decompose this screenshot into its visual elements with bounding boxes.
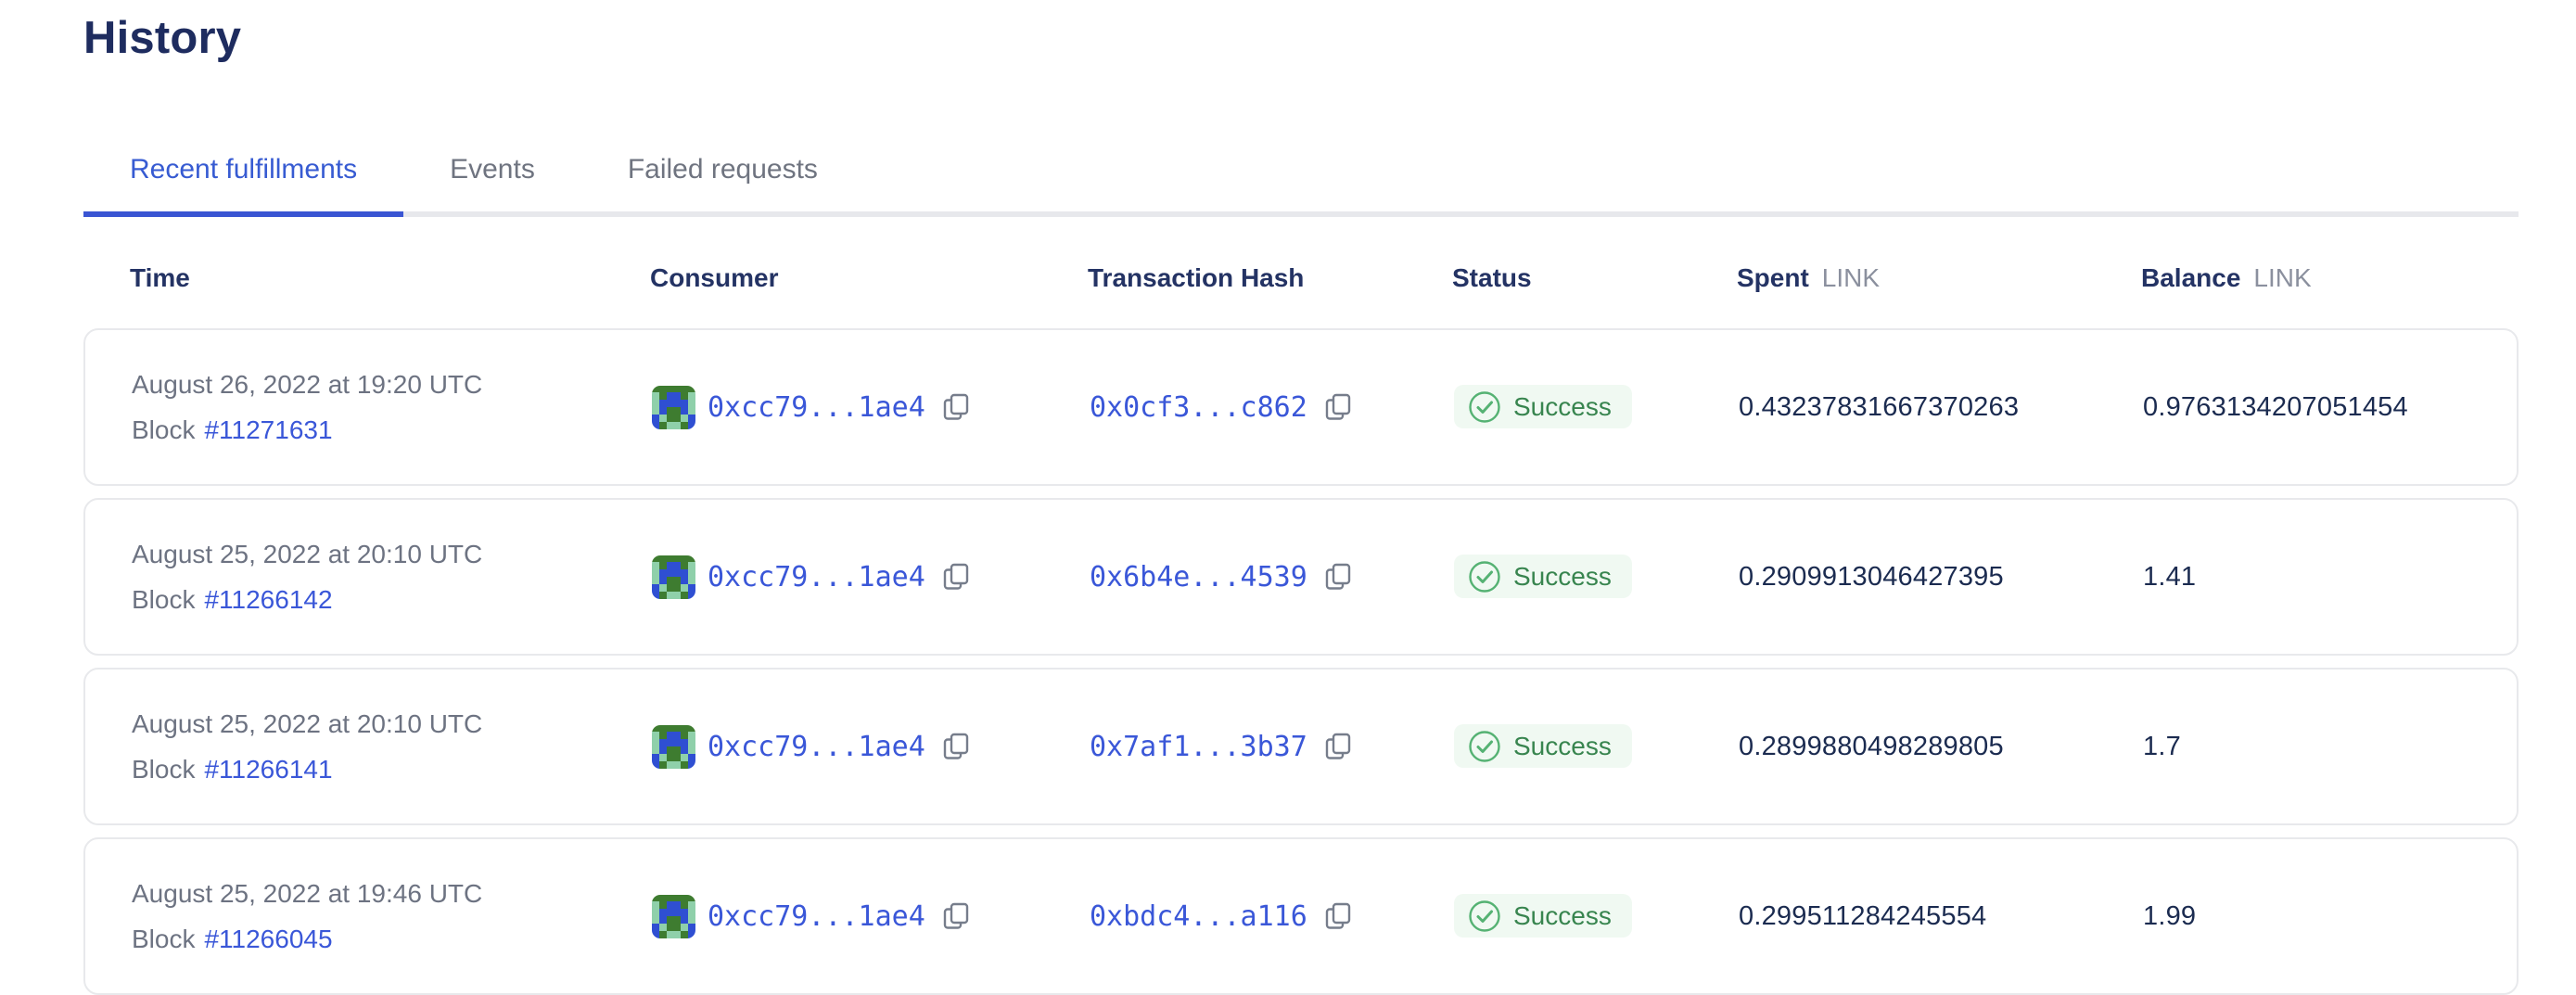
transaction-hash-link[interactable]: 0x7af1...3b37 [1090, 730, 1307, 763]
column-header-status: Status [1452, 263, 1532, 292]
status-badge: Success [1454, 724, 1632, 769]
consumer-cell: 0xcc79...1ae4 [652, 385, 1090, 429]
time-cell: August 25, 2022 at 19:46 UTC Block #11266… [132, 878, 652, 955]
row-date: August 25, 2022 at 20:10 UTC [132, 539, 483, 568]
table-header-row: Time Consumer Transaction Hash Status Sp… [83, 263, 2519, 293]
copy-transaction-hash-button[interactable] [1322, 899, 1356, 933]
block-label: Block [132, 415, 196, 444]
tab-failed-requests[interactable]: Failed requests [581, 152, 864, 217]
copy-consumer-address-button[interactable] [940, 560, 974, 593]
spent-unit-label: LINK [1821, 263, 1881, 292]
block-label: Block [132, 584, 196, 614]
status-label: Success [1513, 391, 1612, 421]
status-badge: Success [1454, 894, 1632, 938]
transaction-hash-cell: 0x0cf3...c862 [1090, 390, 1454, 424]
consumer-address-link[interactable]: 0xcc79...1ae4 [708, 899, 925, 933]
table-row: August 26, 2022 at 19:20 UTC Block #11271… [83, 328, 2519, 486]
transaction-hash-cell: 0x7af1...3b37 [1090, 730, 1454, 763]
check-circle-icon [1469, 900, 1500, 932]
spent-value: 0.43237831667370263 [1739, 391, 2020, 422]
copy-icon [1325, 902, 1351, 929]
copy-icon [1325, 393, 1351, 420]
column-header-time: Time [130, 263, 190, 292]
column-header-consumer: Consumer [650, 263, 779, 292]
copy-consumer-address-button[interactable] [940, 730, 974, 763]
consumer-identicon [652, 555, 695, 599]
time-cell: August 25, 2022 at 20:10 UTC Block #11266… [132, 539, 652, 616]
fulfillments-list: August 26, 2022 at 19:20 UTC Block #11271… [83, 328, 2576, 995]
copy-icon [943, 563, 969, 590]
check-circle-icon [1469, 391, 1500, 423]
transaction-hash-cell: 0xbdc4...a116 [1090, 899, 1454, 933]
copy-transaction-hash-button[interactable] [1322, 730, 1356, 763]
table-row: August 25, 2022 at 19:46 UTC Block #11266… [83, 837, 2519, 995]
check-circle-icon [1469, 561, 1500, 593]
table-row: August 25, 2022 at 20:10 UTC Block #11266… [83, 668, 2519, 825]
consumer-identicon [652, 724, 695, 769]
transaction-hash-link[interactable]: 0x0cf3...c862 [1090, 390, 1307, 424]
block-number-link[interactable]: #11266045 [204, 924, 333, 953]
copy-icon [943, 733, 969, 759]
spent-value: 0.299511284245554 [1739, 900, 1987, 931]
block-number-link[interactable]: #11266142 [204, 584, 333, 614]
column-header-balance: Balance LINK [2141, 263, 2312, 292]
status-label: Success [1513, 561, 1612, 591]
copy-icon [943, 393, 969, 420]
consumer-address-link[interactable]: 0xcc79...1ae4 [708, 730, 925, 763]
tab-events[interactable]: Events [403, 152, 581, 217]
balance-unit-label: LINK [2253, 263, 2312, 292]
status-badge: Success [1454, 555, 1632, 599]
status-cell: Success [1454, 555, 1739, 599]
row-date: August 25, 2022 at 20:10 UTC [132, 708, 483, 738]
copy-transaction-hash-button[interactable] [1322, 390, 1356, 424]
block-number-link[interactable]: #11271631 [204, 415, 333, 444]
copy-consumer-address-button[interactable] [940, 390, 974, 424]
tab-bar: Recent fulfillments Events Failed reques… [83, 152, 2519, 217]
copy-icon [943, 902, 969, 929]
time-cell: August 25, 2022 at 20:10 UTC Block #11266… [132, 708, 652, 785]
block-number-link[interactable]: #11266141 [204, 754, 333, 784]
copy-consumer-address-button[interactable] [940, 899, 974, 933]
check-circle-icon [1469, 731, 1500, 762]
consumer-address-link[interactable]: 0xcc79...1ae4 [708, 390, 925, 424]
column-header-transaction-hash: Transaction Hash [1088, 263, 1305, 292]
balance-value: 0.9763134207051454 [2143, 391, 2408, 422]
tab-recent-fulfillments[interactable]: Recent fulfillments [83, 152, 404, 217]
consumer-cell: 0xcc79...1ae4 [652, 555, 1090, 599]
status-badge: Success [1454, 385, 1632, 429]
consumer-identicon [652, 385, 695, 429]
consumer-cell: 0xcc79...1ae4 [652, 724, 1090, 769]
block-label: Block [132, 924, 196, 953]
consumer-cell: 0xcc79...1ae4 [652, 894, 1090, 938]
status-label: Success [1513, 731, 1612, 760]
status-cell: Success [1454, 724, 1739, 769]
block-label: Block [132, 754, 196, 784]
row-date: August 25, 2022 at 19:46 UTC [132, 878, 483, 908]
spent-value: 0.2909913046427395 [1739, 561, 2004, 592]
balance-value: 1.7 [2143, 731, 2181, 761]
balance-value: 1.99 [2143, 900, 2197, 931]
copy-transaction-hash-button[interactable] [1322, 560, 1356, 593]
status-cell: Success [1454, 894, 1739, 938]
column-header-spent: Spent LINK [1737, 263, 1881, 292]
consumer-identicon [652, 894, 695, 938]
copy-icon [1325, 733, 1351, 759]
balance-value: 1.41 [2143, 561, 2197, 592]
time-cell: August 26, 2022 at 19:20 UTC Block #11271… [132, 369, 652, 446]
row-date: August 26, 2022 at 19:20 UTC [132, 369, 483, 399]
status-label: Success [1513, 900, 1612, 930]
transaction-hash-link[interactable]: 0x6b4e...4539 [1090, 560, 1307, 593]
transaction-hash-cell: 0x6b4e...4539 [1090, 560, 1454, 593]
consumer-address-link[interactable]: 0xcc79...1ae4 [708, 560, 925, 593]
status-cell: Success [1454, 385, 1739, 429]
transaction-hash-link[interactable]: 0xbdc4...a116 [1090, 899, 1307, 933]
copy-icon [1325, 563, 1351, 590]
table-row: August 25, 2022 at 20:10 UTC Block #11266… [83, 498, 2519, 656]
spent-value: 0.2899880498289805 [1739, 731, 2004, 761]
page-title: History [83, 13, 242, 63]
